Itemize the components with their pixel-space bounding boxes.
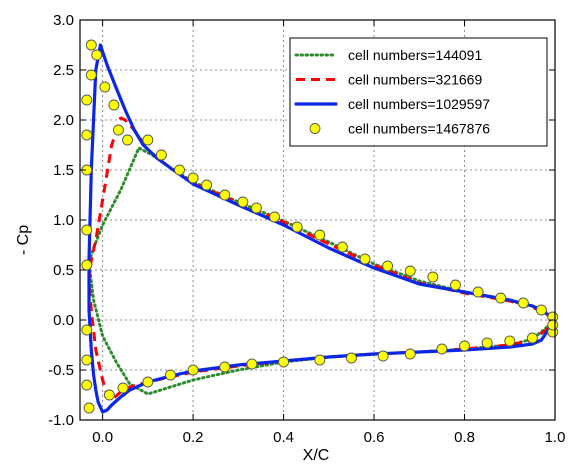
data-point bbox=[269, 211, 280, 223]
y-axis-label: - Cp bbox=[15, 225, 32, 255]
y-tick-label: 1.0 bbox=[53, 212, 74, 229]
data-point bbox=[142, 134, 154, 146]
data-point bbox=[103, 389, 115, 401]
data-point bbox=[495, 292, 507, 304]
legend-entry: cell numbers=321669 bbox=[296, 72, 482, 88]
data-point bbox=[81, 94, 93, 106]
series-3-line bbox=[87, 43, 557, 414]
x-tick-label: 0.2 bbox=[183, 429, 204, 446]
x-tick-label: 1.0 bbox=[545, 429, 566, 446]
data-point bbox=[81, 379, 93, 391]
data-point bbox=[291, 221, 303, 233]
x-tick-label: 0.4 bbox=[273, 429, 294, 446]
x-tick-label: 0.0 bbox=[92, 429, 113, 446]
data-point bbox=[81, 324, 93, 336]
x-tick-label: 0.8 bbox=[454, 429, 475, 446]
data-point bbox=[345, 352, 357, 364]
data-point bbox=[187, 364, 199, 376]
data-point bbox=[504, 335, 516, 347]
data-point bbox=[382, 260, 394, 272]
y-tick-label: 2.0 bbox=[53, 112, 74, 129]
data-point bbox=[250, 202, 262, 214]
data-point bbox=[187, 172, 199, 184]
data-point bbox=[278, 356, 290, 368]
ticks: 0.0 0.2 0.4 0.6 0.8 1.0 -1.0 -0.5 0.0 0.5 1.0 1.5 2.… bbox=[48, 12, 565, 446]
legend-entry: cell numbers=1029597 bbox=[294, 96, 490, 112]
data-point bbox=[113, 124, 124, 136]
data-point bbox=[481, 337, 493, 349]
legend-label: cell numbers=1467876 bbox=[348, 121, 490, 137]
y-tick-label: 0.0 bbox=[53, 312, 74, 329]
data-point bbox=[81, 129, 93, 141]
data-point bbox=[91, 49, 103, 61]
data-point bbox=[517, 297, 529, 309]
x-tick-label: 0.6 bbox=[364, 429, 385, 446]
y-tick-label: 3.0 bbox=[53, 12, 74, 29]
data-point bbox=[219, 189, 231, 201]
data-point bbox=[427, 271, 439, 283]
legend-marker bbox=[309, 123, 321, 134]
data-point bbox=[142, 376, 154, 388]
data-point bbox=[108, 99, 120, 111]
data-point bbox=[314, 354, 326, 366]
data-point bbox=[174, 164, 185, 176]
series-4-markers bbox=[81, 39, 559, 414]
data-point bbox=[535, 304, 547, 316]
data-point bbox=[81, 354, 93, 366]
data-point bbox=[526, 332, 538, 344]
data-point bbox=[336, 241, 348, 253]
data-point bbox=[404, 265, 416, 277]
data-point bbox=[237, 196, 249, 208]
y-tick-label: -1.0 bbox=[48, 412, 74, 429]
data-point bbox=[459, 340, 470, 352]
data-point bbox=[472, 286, 484, 298]
data-point bbox=[85, 39, 97, 51]
y-tick-label: -0.5 bbox=[48, 362, 74, 379]
legend-label: cell numbers=1029597 bbox=[348, 96, 490, 112]
y-tick-label: 2.5 bbox=[53, 62, 74, 79]
x-axis-label: X/C bbox=[303, 447, 330, 464]
legend-label: cell numbers=144091 bbox=[348, 47, 482, 63]
data-point bbox=[450, 279, 461, 291]
data-point bbox=[155, 149, 167, 161]
data-point bbox=[314, 229, 326, 241]
data-point bbox=[377, 350, 389, 362]
series-layer bbox=[81, 39, 559, 414]
y-tick-label: 0.5 bbox=[53, 262, 74, 279]
legend-entry: cell numbers=1467876 bbox=[309, 121, 490, 137]
data-point bbox=[83, 402, 95, 414]
legend-label: cell numbers=321669 bbox=[348, 72, 482, 88]
data-point bbox=[85, 69, 97, 81]
y-tick-label: 1.5 bbox=[53, 162, 74, 179]
data-point bbox=[246, 358, 258, 370]
data-point bbox=[81, 259, 93, 271]
data-point bbox=[436, 343, 448, 355]
data-point bbox=[219, 361, 231, 373]
legend: cell numbers=144091 cell numbers=321669 ce… bbox=[289, 37, 548, 147]
data-point bbox=[404, 348, 416, 360]
data-point bbox=[359, 253, 371, 265]
legend-entry: cell numbers=144091 bbox=[294, 47, 482, 63]
data-point bbox=[201, 179, 213, 191]
data-point bbox=[122, 134, 133, 146]
data-point bbox=[117, 382, 129, 394]
data-point bbox=[81, 224, 93, 236]
data-point bbox=[99, 81, 111, 93]
data-point bbox=[165, 369, 176, 381]
data-point bbox=[547, 319, 559, 331]
